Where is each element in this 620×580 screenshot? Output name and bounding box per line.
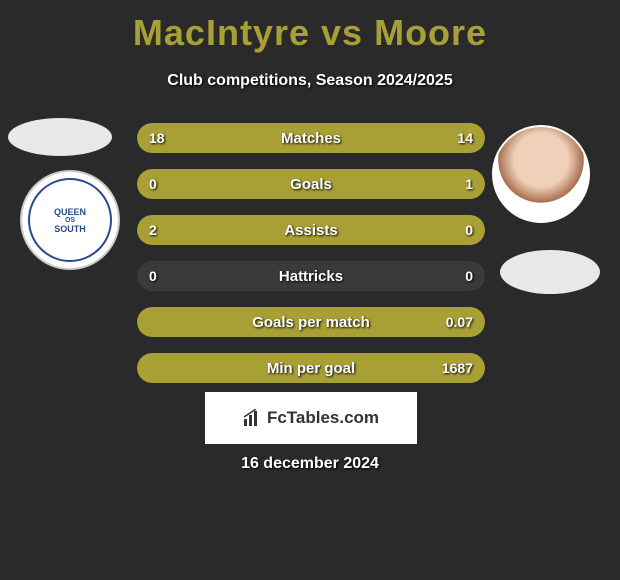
badge-text-mid: OS	[65, 217, 75, 224]
stat-value-right: 1	[465, 169, 473, 199]
footer-date: 16 december 2024	[0, 455, 620, 473]
stat-row: Goals per match0.07	[137, 307, 485, 337]
stat-value-right: 0	[465, 215, 473, 245]
subtitle: Club competitions, Season 2024/2025	[0, 72, 620, 90]
player2-club-badge-placeholder	[500, 250, 600, 294]
vs-text: vs	[321, 12, 363, 53]
player1-club-badge: QUEEN OS SOUTH	[20, 170, 120, 270]
stat-value-right: 0	[465, 261, 473, 291]
stat-value-right: 14	[457, 123, 473, 153]
stat-row: 18Matches14	[137, 123, 485, 153]
chart-icon	[243, 409, 261, 427]
stat-value-right: 0.07	[446, 307, 473, 337]
stat-label: Goals	[137, 169, 485, 199]
badge-text-bottom: SOUTH	[54, 224, 86, 234]
player2-name: Moore	[374, 12, 487, 53]
player2-avatar	[492, 125, 590, 223]
player1-name: MacIntyre	[133, 12, 310, 53]
stat-row: 0Hattricks0	[137, 261, 485, 291]
stat-label: Hattricks	[137, 261, 485, 291]
badge-text-top: QUEEN	[54, 207, 86, 217]
stat-label: Goals per match	[137, 307, 485, 337]
stat-row: 2Assists0	[137, 215, 485, 245]
stat-value-right: 1687	[442, 353, 473, 383]
brand-text: FcTables.com	[267, 408, 379, 428]
stat-label: Assists	[137, 215, 485, 245]
stat-label: Matches	[137, 123, 485, 153]
comparison-title: MacIntyre vs Moore	[0, 0, 620, 54]
stat-row: 0Goals1	[137, 169, 485, 199]
stat-row: Min per goal1687	[137, 353, 485, 383]
player1-avatar-placeholder	[8, 118, 112, 156]
brand-box: FcTables.com	[205, 392, 417, 444]
stat-label: Min per goal	[137, 353, 485, 383]
stats-container: 18Matches140Goals12Assists00Hattricks0Go…	[137, 123, 485, 399]
